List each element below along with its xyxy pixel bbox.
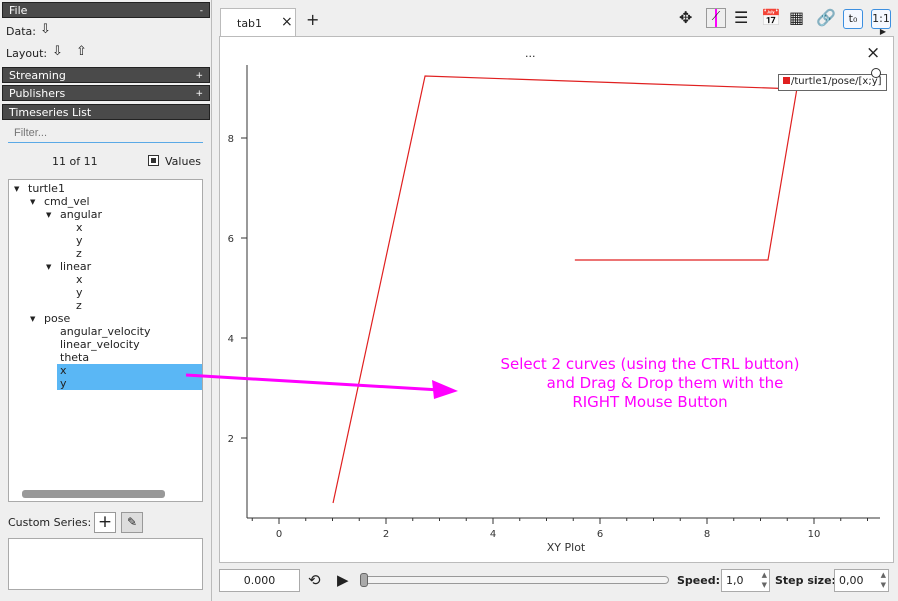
series-line [332, 75, 798, 504]
expand-arrow-icon[interactable]: ▼ [30, 315, 36, 323]
loop-icon[interactable]: ⟲ [308, 571, 321, 589]
ratio-button[interactable]: 1:1 [871, 9, 891, 29]
timeseries-tree[interactable]: ▼ turtle1 ▼ cmd_vel ▼ angular x y z ▼ linear x y z ▼ po… [8, 179, 203, 502]
publishers-header[interactable]: Publishers + [2, 85, 210, 101]
expand-toggle[interactable]: + [195, 89, 203, 99]
tree-item[interactable]: cmd_vel [44, 195, 90, 208]
step-size-label: Step size: [775, 574, 836, 587]
tree-item[interactable]: z [76, 299, 82, 312]
legend-handle[interactable] [871, 68, 881, 78]
x-tick-label: 0 [276, 529, 282, 540]
tree-item[interactable]: linear [60, 260, 92, 273]
expand-arrow-icon[interactable]: ▼ [46, 263, 52, 271]
y-tick-label: 6 [228, 234, 234, 245]
close-tab-icon[interactable]: × [281, 14, 293, 30]
tab-tab1[interactable]: tab1 × [220, 8, 296, 37]
splitter[interactable] [211, 0, 212, 601]
tree-item[interactable]: z [76, 247, 82, 260]
speed-label: Speed: [677, 574, 720, 587]
close-plot-icon[interactable]: × [866, 43, 881, 63]
add-tab-button[interactable]: + [306, 10, 320, 29]
legend-swatch [783, 77, 790, 84]
instruction-annotation: Select 2 curves (using the CTRL button) … [460, 355, 840, 412]
expand-arrow-icon[interactable]: ▼ [14, 185, 20, 193]
step-size-spinbox[interactable]: 0,00 ▲ ▼ [834, 569, 889, 592]
edit-custom-series-button[interactable]: ✎ [121, 512, 143, 533]
calendar-clock-icon[interactable]: 📅 [761, 8, 781, 27]
x-tick-label: 6 [597, 529, 603, 540]
annotation-line: RIGHT Mouse Button [572, 393, 728, 411]
move-icon[interactable]: ✥ [679, 8, 693, 27]
values-label: Values [165, 155, 201, 168]
time-field[interactable]: 0.000 [219, 569, 300, 592]
selection-highlight [57, 377, 202, 390]
tree-item[interactable]: theta [60, 351, 90, 364]
selection-highlight [57, 364, 202, 377]
legend-icon[interactable]: ☰ [734, 8, 749, 27]
x-axis-label: XY Plot [547, 541, 586, 554]
tree-horizontal-scrollbar[interactable] [22, 490, 165, 498]
custom-series-list[interactable] [8, 538, 203, 590]
timeseries-title: Timeseries List [9, 106, 92, 119]
plot-menu[interactable]: ... [525, 47, 536, 60]
tree-item[interactable]: angular [60, 208, 102, 221]
expand-toggle[interactable]: + [195, 71, 203, 81]
annotation-line: and Drag & Drop them with the [546, 374, 784, 392]
layout-label: Layout: [6, 47, 48, 60]
values-checkbox[interactable] [148, 155, 159, 166]
filter-input[interactable] [8, 123, 203, 143]
x-tick-label: 10 [808, 529, 821, 540]
speed-value: 1,0 [726, 574, 744, 587]
expand-arrow-icon[interactable]: ▼ [46, 211, 52, 219]
data-label: Data: [6, 25, 36, 38]
tree-item[interactable]: turtle1 [28, 182, 65, 195]
play-button[interactable]: ▶ [337, 571, 349, 589]
time-slider[interactable] [362, 576, 669, 584]
timeseries-header: Timeseries List [2, 104, 210, 120]
tree-item[interactable]: x [76, 273, 83, 286]
series-count: 11 of 11 [52, 155, 98, 168]
y-tick-label: 8 [228, 134, 234, 145]
streaming-header[interactable]: Streaming + [2, 67, 210, 83]
x-tick-label: 8 [704, 529, 710, 540]
tree-item[interactable]: angular_velocity [60, 325, 151, 338]
annotation-line: Select 2 curves (using the CTRL button) [500, 355, 800, 373]
streaming-title: Streaming [9, 69, 66, 82]
custom-series-label: Custom Series: [8, 516, 92, 529]
grid-icon[interactable]: ▦ [789, 8, 805, 27]
time-slider-handle[interactable] [360, 573, 368, 587]
import-data-icon[interactable]: ⇩ [40, 22, 51, 37]
tree-item[interactable]: y [76, 286, 83, 299]
x-tick-label: 2 [383, 529, 389, 540]
y-tick-label: 4 [228, 334, 234, 345]
tree-item[interactable]: x [76, 221, 83, 234]
legend-label: /turtle1/pose/[x;y] [791, 76, 882, 87]
y-tick-label: 2 [228, 434, 234, 445]
collapse-toggle[interactable]: - [199, 6, 203, 16]
file-title: File [9, 4, 28, 17]
add-custom-series-button[interactable]: + [94, 512, 116, 533]
speed-spinbox[interactable]: 1,0 ▲ ▼ [721, 569, 770, 592]
tree-item[interactable]: pose [44, 312, 71, 325]
tree-item[interactable]: y [76, 234, 83, 247]
time-offset-button[interactable]: t₀ [843, 9, 863, 29]
load-layout-icon[interactable]: ⇩ [52, 44, 63, 59]
x-tick-label: 4 [490, 529, 496, 540]
tree-item[interactable]: y [60, 377, 67, 390]
step-size-value: 0,00 [839, 574, 864, 587]
publishers-title: Publishers [9, 87, 66, 100]
tree-item[interactable]: x [60, 364, 67, 377]
link-icon[interactable]: 🔗 [816, 8, 836, 27]
plot-legend[interactable]: /turtle1/pose/[x;y] [778, 74, 887, 91]
file-section-header[interactable]: File - [2, 2, 210, 18]
tab-label: tab1 [237, 17, 263, 30]
expand-arrow-icon[interactable]: ▼ [30, 198, 36, 206]
save-layout-icon[interactable]: ⇧ [76, 44, 87, 59]
data-menu-arrow[interactable]: ▶ [879, 27, 886, 36]
tracker-icon[interactable]: ⟋ [706, 8, 726, 28]
tree-item[interactable]: linear_velocity [60, 338, 140, 351]
plot-widget[interactable] [219, 36, 894, 563]
